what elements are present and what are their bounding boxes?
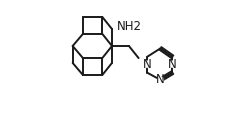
Text: N: N bbox=[142, 58, 151, 71]
Text: NH2: NH2 bbox=[116, 20, 141, 33]
Circle shape bbox=[169, 61, 175, 67]
Text: N: N bbox=[167, 58, 176, 71]
Circle shape bbox=[157, 77, 163, 83]
Circle shape bbox=[143, 61, 149, 67]
Text: N: N bbox=[155, 73, 164, 86]
Circle shape bbox=[122, 21, 134, 33]
